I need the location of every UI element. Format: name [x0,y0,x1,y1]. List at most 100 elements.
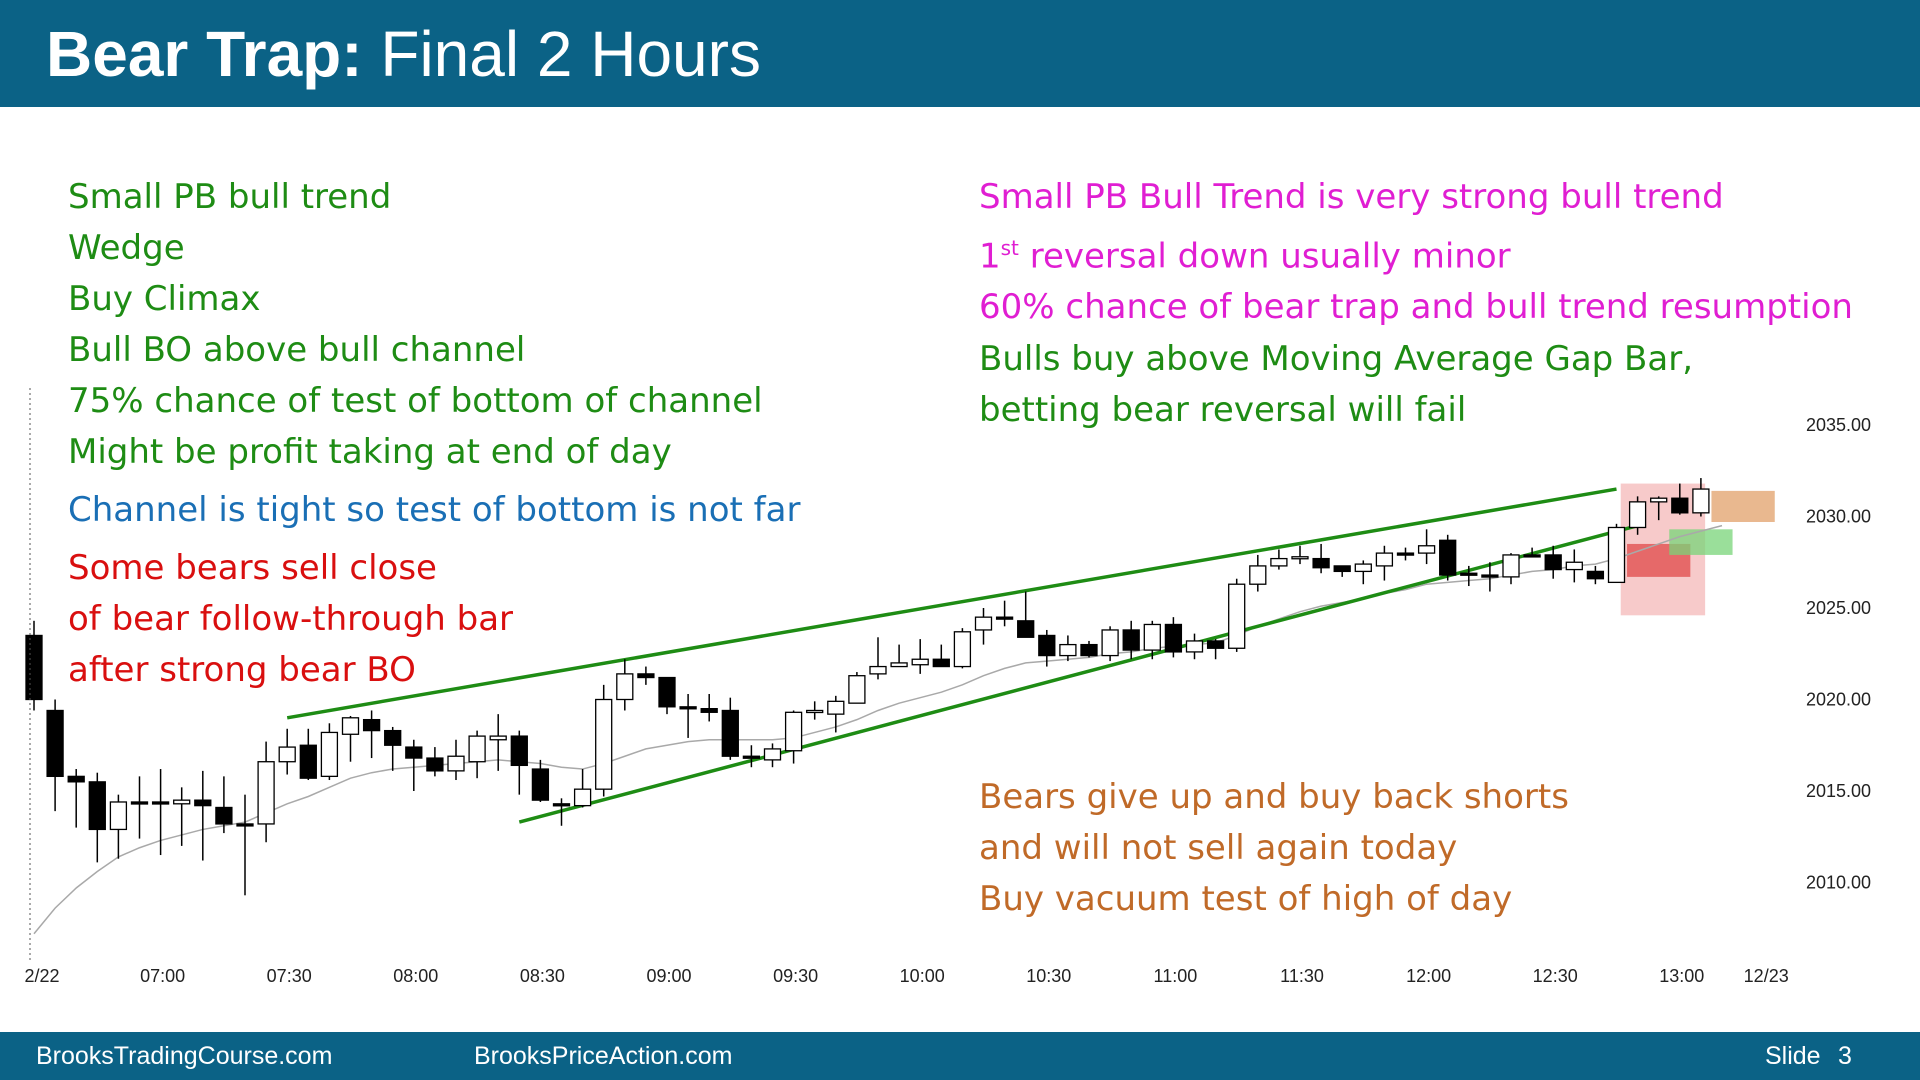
candle [1586,565,1605,585]
candle-body [489,735,507,741]
candle-body [1122,629,1140,651]
x-tick-label: 12/23 [1744,966,1789,986]
candle [637,666,655,685]
candle [806,701,824,720]
candle [447,739,465,781]
candle [1080,640,1098,658]
note-line: Bears give up and buy back shorts [979,777,1569,817]
highlight-box [1669,529,1733,555]
y-tick-label: 2035.00 [1806,415,1871,435]
candle-body [827,700,845,715]
note-text: reversal down usually minor [1018,236,1511,277]
x-tick-label: 12:00 [1406,966,1451,986]
moving-average-layer [33,524,1723,935]
candle-body [236,823,254,827]
candle [426,747,444,777]
candle-body [637,673,655,679]
note-line: Buy Climax [68,279,261,319]
candle-body [109,801,128,831]
candle-body [953,631,972,668]
note-line: betting bear reversal will fail [979,390,1467,430]
y-tick-label: 2030.00 [1806,507,1871,527]
candle-body [1439,539,1457,576]
candle [658,676,676,715]
candle [1396,547,1415,561]
candle [362,710,381,759]
candle [1038,629,1056,667]
note-line: Wedge [68,228,185,268]
x-tick-label: 12:30 [1533,966,1578,986]
candle [1671,483,1689,515]
candle-body [1101,629,1119,657]
moving-average-line [33,524,1723,935]
candle-body [806,709,824,714]
candle-body [1291,556,1309,560]
note-line: Small PB bull trend [68,177,392,217]
candle-body [67,775,85,783]
slide-number: 3 [1838,1042,1852,1070]
candle [995,600,1014,627]
candle-body [130,801,149,805]
candle-body [194,799,212,807]
x-tick-label: 13:00 [1659,966,1704,986]
candle [257,741,275,843]
slide-title-bold: Bear Trap: [46,18,363,90]
note-line: 75% chance of test of bottom of channel [68,381,763,421]
note-line: Channel is tight so test of bottom is no… [68,490,801,530]
candle [721,697,739,760]
candle [1650,496,1668,521]
x-tick-label: 08:00 [393,966,438,986]
candle [869,637,887,680]
candle-body [384,729,402,746]
x-tick-label: 08:30 [520,966,565,986]
candle [953,628,972,669]
candle [848,672,866,704]
candle-body [405,746,423,759]
candle-body [173,799,191,805]
candlestick-chart: 2035.00 2030.00 2025.00 2020.00 2015.00 2010.… [24,388,1871,986]
candle-body [1143,623,1161,651]
highlight-box [1711,490,1775,522]
candle-body [679,706,697,710]
candle [299,728,317,781]
y-tick-label: 2025.00 [1806,598,1871,618]
candle-body [573,788,592,807]
note-line: Bulls buy above Moving Average Gap Bar, [979,339,1693,379]
note-line: Bull BO above bull channel [68,330,526,370]
candle-body [1017,620,1035,638]
candle-body [848,675,866,704]
candle [1692,478,1710,517]
footer-site-1: BrooksTradingCourse.com [36,1042,333,1070]
left-red-notes: Some bears sell close of bear follow-thr… [68,543,513,696]
candle-body [974,616,993,631]
candle [510,730,528,795]
candle [552,798,571,826]
candle [130,776,149,839]
candle-body [426,757,444,772]
candle [1270,549,1288,570]
highlight-boxes [1620,483,1775,616]
candle [88,772,106,863]
candle-body [1333,565,1351,573]
candle [595,684,613,797]
right-magenta-notes: Small PB Bull Trend is very strong bull … [979,172,1853,333]
candle-body [1375,552,1394,567]
candle-body [1270,557,1288,567]
channel-line [286,487,1617,720]
candles-layer [25,478,1710,896]
candle-body [1228,583,1246,649]
candle-body [257,761,275,825]
candle [890,644,908,668]
candle [531,759,550,802]
x-tick-label: 10:30 [1026,966,1071,986]
candle [573,769,592,808]
candle-body [784,711,803,752]
y-tick-label: 2015.00 [1806,781,1871,801]
candle-body [932,658,950,668]
candle [1249,554,1267,592]
x-tick-label: 11:00 [1154,966,1198,986]
candle-body [1206,640,1225,649]
candle [932,644,950,668]
x-tick-label: 07:00 [140,966,185,986]
note-line: 1st reversal down usually minor [979,223,1853,282]
